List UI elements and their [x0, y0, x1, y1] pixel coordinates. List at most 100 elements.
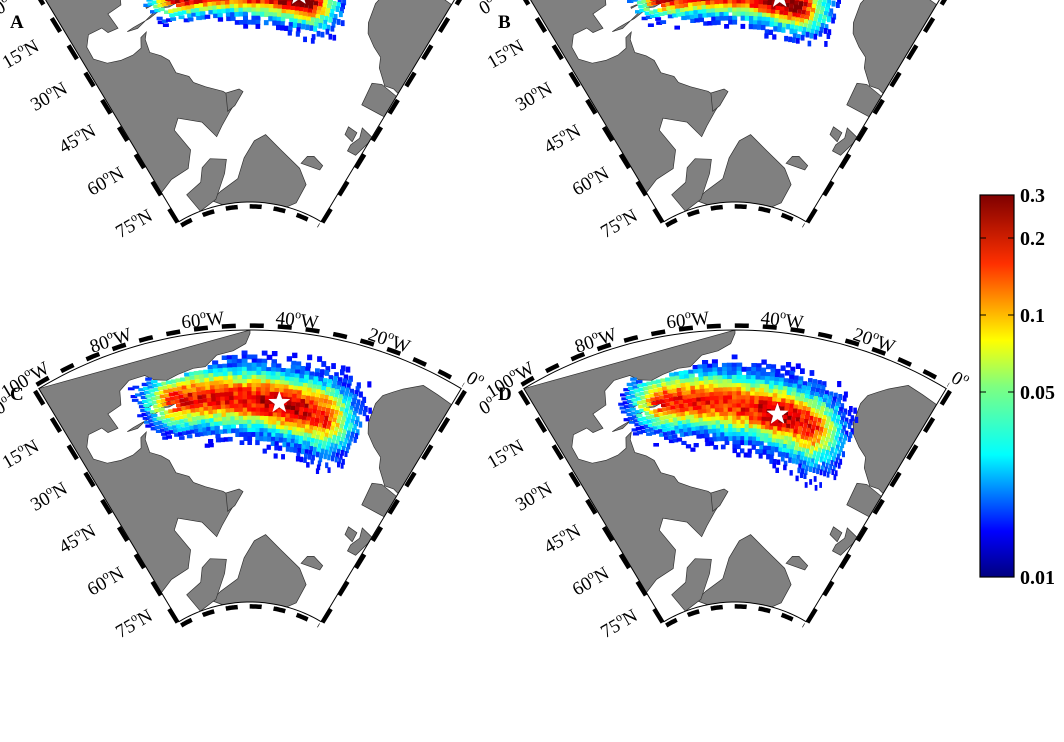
density-cell	[286, 438, 291, 444]
density-cell	[311, 454, 315, 461]
density-cell	[707, 425, 713, 430]
density-cell	[732, 448, 737, 454]
density-cell	[356, 382, 361, 389]
density-cell	[154, 391, 161, 396]
density-cell	[783, 11, 789, 17]
density-cell	[784, 35, 789, 42]
density-cell	[801, 410, 806, 416]
density-cell	[646, 381, 653, 386]
density-cell	[740, 407, 746, 413]
density-cell	[732, 403, 738, 409]
density-cell	[686, 419, 692, 424]
density-cell	[207, 2, 214, 7]
density-cell	[345, 421, 349, 428]
density-cell	[271, 359, 277, 365]
density-cell	[268, 404, 274, 410]
density-cell	[344, 438, 348, 445]
density-cell	[241, 354, 248, 360]
density-cell	[243, 415, 248, 421]
density-cell	[818, 14, 823, 20]
density-cell	[796, 434, 801, 440]
density-cell	[683, 428, 689, 433]
density-cell	[333, 397, 338, 403]
density-cell	[191, 412, 197, 417]
density-cell	[650, 414, 656, 418]
density-cell	[684, 11, 691, 16]
density-cell	[290, 10, 295, 16]
density-cell	[150, 0, 158, 1]
density-cell	[696, 397, 702, 402]
density-cell	[696, 401, 703, 406]
density-cell	[270, 383, 276, 389]
density-cell	[170, 17, 177, 21]
density-cell	[769, 21, 774, 27]
density-cell	[323, 453, 327, 460]
density-cell	[706, 412, 712, 418]
density-cell	[745, 395, 751, 401]
density-cell	[782, 23, 787, 29]
colorbar-tick-label: 0.1	[1020, 305, 1045, 327]
density-cell	[834, 435, 838, 442]
density-cell	[313, 5, 318, 11]
density-cell	[773, 389, 778, 395]
density-cell	[186, 430, 192, 435]
density-cell	[718, 399, 725, 405]
density-cell	[274, 388, 280, 394]
density-cell	[668, 393, 675, 398]
density-cell	[295, 6, 300, 12]
density-cell	[653, 426, 659, 430]
density-cell	[736, 374, 743, 380]
density-cell	[251, 3, 257, 9]
density-cell	[774, 18, 779, 24]
density-cell	[712, 428, 718, 434]
density-cell	[354, 390, 359, 397]
density-cell	[636, 414, 643, 418]
density-cell	[251, 379, 257, 384]
density-cell	[289, 18, 294, 24]
density-cell	[736, 432, 741, 437]
density-cell	[165, 397, 172, 401]
density-cell	[331, 363, 336, 369]
density-cell	[814, 459, 818, 466]
density-cell	[783, 440, 788, 446]
density-cell	[679, 404, 685, 409]
density-cell	[266, 354, 273, 360]
density-cell	[264, 3, 270, 9]
density-cell	[348, 426, 352, 433]
latitude-label: 0o	[0, 0, 14, 19]
density-cell	[326, 24, 331, 31]
land	[186, 558, 227, 612]
density-cell	[740, 440, 745, 446]
density-cell	[701, 401, 707, 406]
density-cell	[189, 375, 196, 380]
colorbar-tick-label: 0.01	[1020, 567, 1055, 589]
density-cell	[764, 380, 770, 386]
density-cell	[850, 415, 855, 422]
density-cell	[659, 416, 666, 420]
density-cell	[234, 20, 240, 25]
density-cell	[185, 5, 192, 10]
density-cell	[251, 11, 257, 17]
density-cell	[194, 8, 201, 13]
density-cell	[828, 455, 832, 461]
density-cell	[717, 379, 724, 384]
density-cell	[789, 374, 794, 381]
density-cell	[641, 16, 648, 21]
density-cell	[744, 424, 750, 429]
density-cell	[316, 389, 321, 395]
density-cell	[675, 379, 682, 384]
density-cell	[145, 377, 152, 381]
density-cell	[775, 438, 780, 445]
density-cell	[695, 393, 702, 398]
density-cell	[238, 11, 244, 17]
density-cell	[256, 383, 262, 389]
density-cell	[290, 5, 296, 12]
density-cell	[790, 0, 795, 6]
density-cell	[822, 15, 827, 21]
map-frame	[33, 323, 467, 628]
density-cell	[834, 461, 838, 468]
density-cell	[167, 422, 173, 426]
density-cell	[644, 411, 651, 416]
density-cell	[684, 407, 690, 412]
density-cell	[208, 410, 214, 415]
